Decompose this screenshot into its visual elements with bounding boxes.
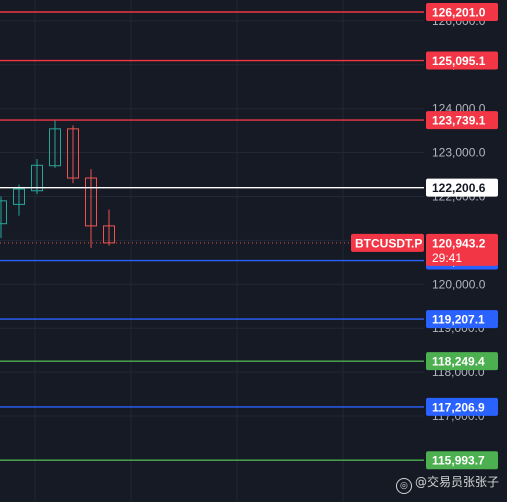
price-tag-label: 123,739.1 bbox=[432, 114, 486, 128]
axis-tick-label: 123,000.0 bbox=[432, 146, 486, 160]
price-tag-label: 119,207.1 bbox=[432, 313, 485, 327]
price-tag-background bbox=[426, 178, 498, 197]
watermark: ◎ @交易员张张子 bbox=[395, 473, 499, 494]
price-tag-background bbox=[426, 352, 498, 371]
countdown-label: 29:41 bbox=[432, 251, 462, 265]
price-tag-background bbox=[426, 397, 498, 416]
price-tag-label: 115,993.7 bbox=[432, 454, 485, 468]
candle-body[interactable] bbox=[67, 128, 79, 179]
candle-body[interactable] bbox=[85, 177, 97, 227]
price-tag-label: 126,201.0 bbox=[432, 6, 486, 20]
price-tag-background bbox=[426, 451, 498, 470]
symbol-tag-background bbox=[351, 233, 424, 252]
current-price-tag-background bbox=[426, 233, 498, 266]
price-tag-background bbox=[426, 51, 498, 70]
price-tag-background bbox=[426, 111, 498, 130]
candle-body[interactable] bbox=[13, 188, 25, 205]
current-price-label: 120,943.2 bbox=[432, 236, 486, 250]
candle-body[interactable] bbox=[0, 200, 7, 225]
price-tag-label: 117,206.9 bbox=[432, 400, 485, 414]
price-tag-background bbox=[426, 3, 498, 21]
axis-tick-label: 120,000.0 bbox=[432, 277, 486, 291]
price-tag-label: 125,095.1 bbox=[432, 54, 486, 68]
candle-body[interactable] bbox=[31, 164, 43, 192]
price-tag-background bbox=[426, 310, 498, 329]
candle-body[interactable] bbox=[49, 128, 61, 167]
at-icon: ◎ bbox=[395, 478, 412, 494]
price-tag-label: 118,249.4 bbox=[432, 355, 485, 369]
watermark-text: @交易员张张子 bbox=[414, 475, 499, 489]
symbol-tag-label: BTCUSDT.P bbox=[355, 236, 422, 250]
price-tag-label: 122,200.6 bbox=[432, 181, 486, 195]
